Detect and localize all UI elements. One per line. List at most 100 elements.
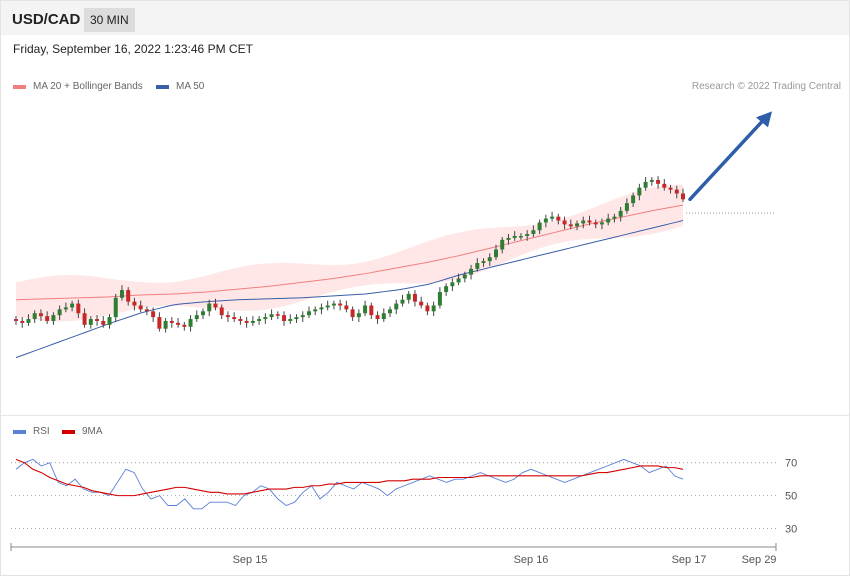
bollinger-band-area [16, 184, 683, 322]
ma50-line [15, 220, 684, 359]
candle-body [107, 317, 112, 325]
candle-body [599, 222, 604, 225]
rsi-tick-70: 70 [785, 458, 797, 470]
candle-body [38, 313, 43, 317]
candle-body [400, 299, 405, 304]
candle-body [543, 218, 548, 223]
candle-body [176, 322, 181, 325]
candle-body [126, 290, 131, 302]
candle-body [32, 313, 37, 320]
candle-body [113, 297, 118, 318]
rsi-legend-label: RSI [33, 426, 50, 437]
candle-body [531, 230, 536, 235]
candle-body [618, 210, 623, 217]
candle-body [238, 319, 243, 321]
candle-body [668, 187, 673, 190]
legend-ma50: MA 50 [156, 81, 204, 92]
candle-body [643, 181, 648, 188]
candle-body [201, 311, 206, 316]
candle-body [225, 315, 230, 318]
candle-body [662, 183, 667, 188]
candle-body [537, 222, 542, 231]
candle-body [456, 278, 461, 283]
forecast-arrow [688, 111, 772, 202]
credit-text: Research © 2022 Trading Central [691, 81, 841, 92]
candle-body [63, 307, 68, 310]
rsi-panel: 70 50 30 [11, 458, 797, 536]
ma9-swatch [62, 429, 75, 434]
candle-body [581, 220, 586, 224]
candle-body [194, 315, 199, 320]
x-axis: Sep 15 Sep 16 Sep 17 Sep 29 [10, 543, 777, 566]
candle-body [681, 193, 685, 200]
candle-body [406, 293, 411, 300]
timestamp: Friday, September 16, 2022 1:23:46 PM CE… [13, 42, 253, 56]
candle-body [70, 303, 75, 308]
candle-body [656, 179, 661, 184]
candle-body [95, 319, 100, 321]
candle-body [244, 320, 249, 323]
candle-body [51, 315, 56, 321]
candle-body [437, 291, 442, 306]
candle-body [88, 319, 93, 325]
candle-body [475, 263, 480, 269]
candle-body [512, 235, 517, 238]
candle-body [425, 305, 430, 312]
candle-body [612, 216, 617, 219]
candle-body [562, 220, 567, 225]
x-tick-label: Sep 16 [514, 554, 549, 566]
candle-body [213, 303, 218, 308]
candle-body [350, 309, 355, 318]
candle-body [14, 319, 18, 321]
candle-body [294, 317, 299, 320]
candle-body [375, 315, 380, 320]
candle-body [394, 303, 399, 310]
candle-body [144, 309, 149, 312]
candle-body [169, 320, 174, 323]
candle-body [469, 268, 474, 275]
panel-divider [1, 415, 849, 416]
x-tick-label: Sep 17 [672, 554, 707, 566]
x-tick-label: Sep 29 [742, 554, 777, 566]
legend-ma20: MA 20 + Bollinger Bands [13, 81, 143, 92]
candle-body [556, 216, 561, 221]
candle-body [119, 290, 124, 298]
candle-body [550, 216, 555, 219]
candle-body [20, 320, 25, 323]
candle-body [637, 187, 642, 196]
instrument-title: USD/CAD [12, 11, 81, 28]
candle-body [606, 218, 611, 223]
candle-body [207, 303, 212, 312]
rsi-ma-line [15, 458, 684, 497]
candle-body [300, 315, 305, 318]
forecast-arrow-shaft [688, 117, 766, 202]
candle-body [157, 317, 162, 329]
candle-body [487, 257, 492, 262]
candle-body [518, 235, 523, 238]
candle-body [412, 293, 417, 302]
candle-body [263, 317, 268, 320]
ma9-legend-label: 9MA [82, 426, 103, 437]
timeframe-button[interactable]: 30 MIN [84, 8, 135, 32]
candle-body [182, 324, 187, 327]
candle-body [57, 309, 62, 316]
candle-body [587, 220, 592, 223]
candle-body [163, 320, 168, 329]
ma20-legend-label: MA 20 + Bollinger Bands [33, 81, 143, 92]
candle-body [649, 179, 654, 182]
candle-body [232, 317, 237, 320]
candle-body [325, 305, 330, 308]
candle-body [356, 313, 361, 318]
candle-body [419, 301, 424, 306]
candle-body [568, 224, 573, 227]
rsi-line [15, 458, 684, 510]
candle-body [151, 311, 156, 318]
candle-body [269, 314, 274, 318]
candle-body [575, 223, 580, 227]
candle-body [525, 234, 530, 236]
candle-body [282, 315, 287, 321]
candle-body [369, 305, 374, 316]
candle-body [331, 303, 336, 306]
ma20-swatch [13, 84, 26, 89]
